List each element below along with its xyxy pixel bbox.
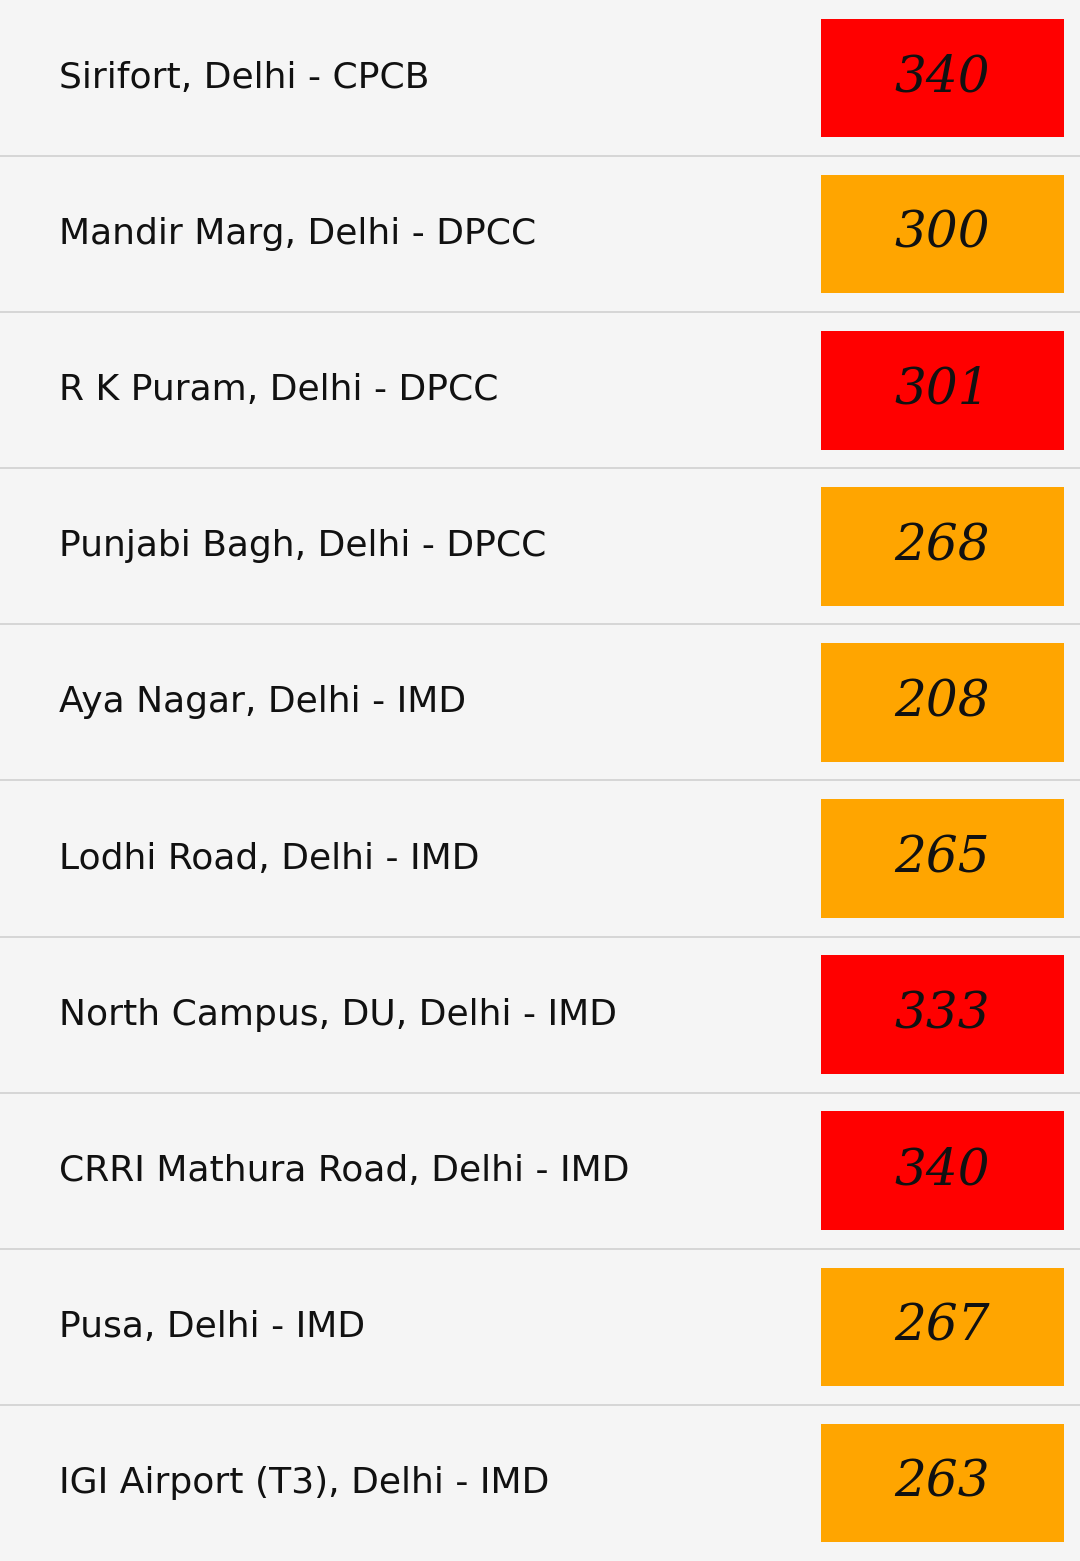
Text: 340: 340 bbox=[894, 53, 990, 103]
Text: 263: 263 bbox=[894, 1458, 990, 1508]
FancyBboxPatch shape bbox=[821, 331, 1064, 450]
Text: IGI Airport (T3), Delhi - IMD: IGI Airport (T3), Delhi - IMD bbox=[59, 1466, 550, 1500]
FancyBboxPatch shape bbox=[821, 955, 1064, 1074]
Text: 267: 267 bbox=[894, 1302, 990, 1352]
FancyBboxPatch shape bbox=[821, 1424, 1064, 1542]
Text: North Campus, DU, Delhi - IMD: North Campus, DU, Delhi - IMD bbox=[59, 997, 618, 1032]
FancyBboxPatch shape bbox=[821, 175, 1064, 293]
Text: Pusa, Delhi - IMD: Pusa, Delhi - IMD bbox=[59, 1310, 365, 1344]
FancyBboxPatch shape bbox=[821, 799, 1064, 918]
Text: Mandir Marg, Delhi - DPCC: Mandir Marg, Delhi - DPCC bbox=[59, 217, 537, 251]
Text: Sirifort, Delhi - CPCB: Sirifort, Delhi - CPCB bbox=[59, 61, 430, 95]
Text: Lodhi Road, Delhi - IMD: Lodhi Road, Delhi - IMD bbox=[59, 841, 480, 876]
Text: 340: 340 bbox=[894, 1146, 990, 1196]
FancyBboxPatch shape bbox=[821, 643, 1064, 762]
Text: 208: 208 bbox=[894, 677, 990, 727]
FancyBboxPatch shape bbox=[821, 487, 1064, 606]
Text: Punjabi Bagh, Delhi - DPCC: Punjabi Bagh, Delhi - DPCC bbox=[59, 529, 546, 564]
FancyBboxPatch shape bbox=[821, 1111, 1064, 1230]
Text: 268: 268 bbox=[894, 521, 990, 571]
Text: R K Puram, Delhi - DPCC: R K Puram, Delhi - DPCC bbox=[59, 373, 499, 407]
Text: 333: 333 bbox=[894, 990, 990, 1040]
Text: 300: 300 bbox=[894, 209, 990, 259]
Text: 301: 301 bbox=[894, 365, 990, 415]
Text: 265: 265 bbox=[894, 834, 990, 884]
Text: CRRI Mathura Road, Delhi - IMD: CRRI Mathura Road, Delhi - IMD bbox=[59, 1154, 630, 1188]
FancyBboxPatch shape bbox=[821, 1268, 1064, 1386]
FancyBboxPatch shape bbox=[821, 19, 1064, 137]
Text: Aya Nagar, Delhi - IMD: Aya Nagar, Delhi - IMD bbox=[59, 685, 467, 720]
